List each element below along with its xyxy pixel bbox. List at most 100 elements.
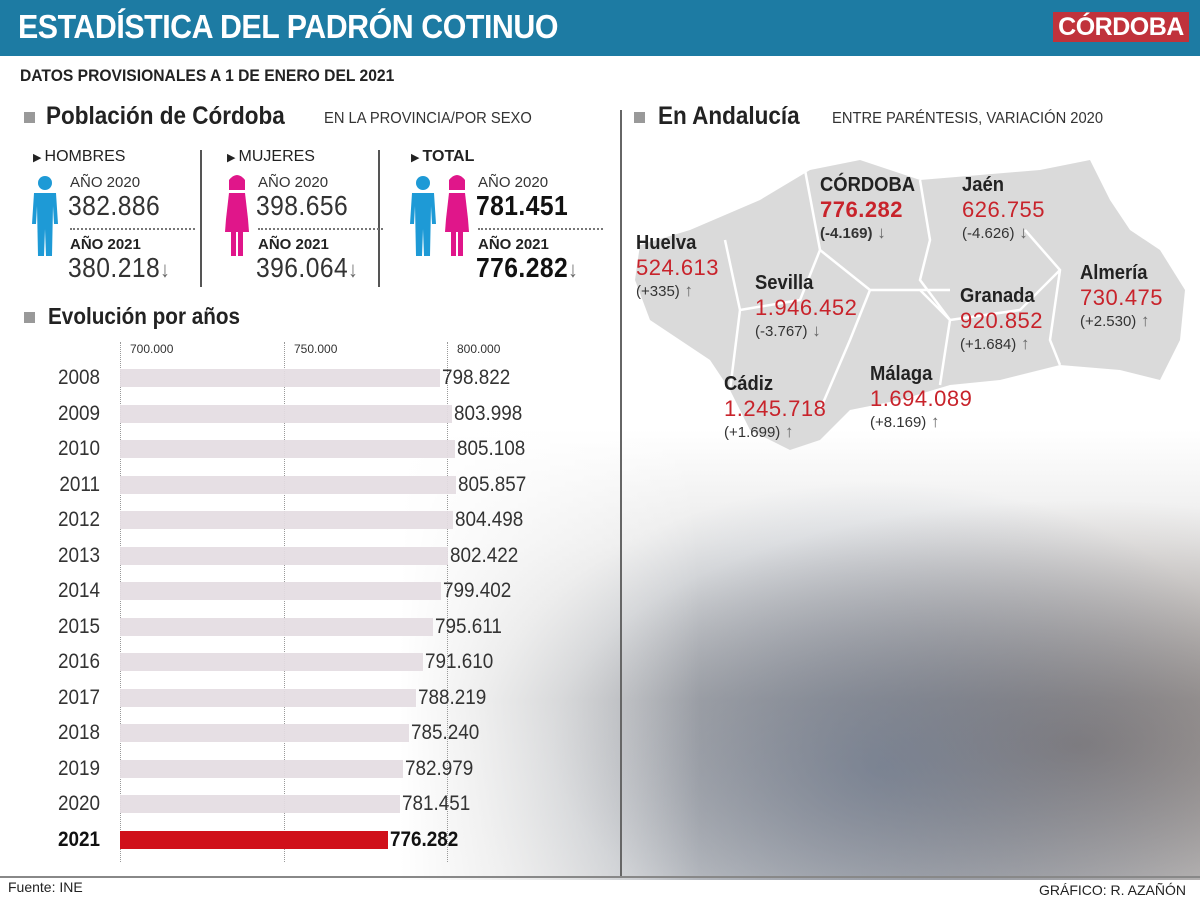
map-region (635, 160, 1185, 450)
province-name: Granada (960, 285, 1035, 307)
tick-label: 750.000 (294, 342, 338, 356)
bar-2009 (120, 404, 452, 423)
province-population: 1.245.718 (724, 396, 827, 421)
arrow-down-icon: ↓ (1014, 223, 1028, 242)
bar-2011 (120, 475, 457, 494)
group-label-text: MUJERES (238, 148, 315, 165)
section-title-poblacion: Población de Córdoba (46, 102, 285, 130)
figure-icon-mujeres (222, 174, 252, 261)
province-variation: (-4.626) (962, 225, 1015, 242)
value-label: 785.240 (410, 721, 479, 744)
credit: GRÁFICO: R. AZAÑÓN (1038, 882, 1186, 898)
province-population: 920.852 (960, 308, 1044, 333)
group-label-text: TOTAL (422, 148, 475, 165)
value-2021-text: 396.064 (256, 252, 349, 283)
dotted-separator (478, 228, 603, 230)
value-2021-text: 380.218 (68, 252, 161, 283)
value-label: 788.219 (417, 685, 486, 709)
divider (378, 150, 380, 287)
group-label-total: ▶ TOTAL (411, 148, 474, 166)
bar-2015 (120, 617, 433, 636)
province-córdoba: CÓRDOBA 776.282 (-4.169) ↓ (820, 174, 923, 243)
arrow-down-icon: ↓ (348, 257, 359, 282)
gridline (284, 342, 285, 862)
province-variation: (+8.169) (870, 414, 927, 431)
province-granada: Granada 920.852 (+1.684) ↑ (960, 285, 1043, 354)
bar-2020 (120, 795, 400, 813)
province-population: 730.475 (1080, 285, 1164, 310)
province-population: 1.694.089 (870, 386, 973, 411)
gridline (120, 342, 121, 862)
province-huelva: Huelva 524.613 (+335) ↑ (636, 232, 719, 301)
section-title-andalucia: En Andalucía (658, 102, 800, 130)
province-name: Huelva (636, 232, 697, 254)
year-label: 2018 (57, 721, 100, 744)
group-label-mujeres: ▶ MUJERES (227, 148, 315, 166)
province-variation: (-4.169) (820, 225, 873, 242)
triangle-icon: ▶ (33, 152, 45, 164)
dotted-separator (258, 228, 383, 230)
bar-2017 (120, 688, 416, 707)
group-label-hombres: ▶ HOMBRES (33, 148, 125, 166)
value-label: 803.998 (453, 401, 523, 425)
province-cádiz: Cádiz 1.245.718 (+1.699) ↑ (724, 373, 826, 442)
arrow-down-icon: ↓ (160, 257, 171, 282)
year-label: 2015 (57, 614, 100, 638)
bar-2012 (120, 511, 454, 529)
province-name: Almería (1080, 262, 1148, 284)
section-note-andalucia: ENTRE PARÉNTESIS, VARIACIÓN 2020 (832, 110, 1104, 127)
year-2020-label: AÑO 2020 (258, 174, 329, 191)
subtitle: DATOS PROVISIONALES A 1 DE ENERO DEL 202… (20, 66, 395, 85)
value-label: 791.610 (425, 650, 494, 673)
year-label: 2013 (57, 543, 100, 567)
province-jaén: Jaén 626.755 (-4.626) ↓ (962, 174, 1045, 243)
arrow-up-icon: ↑ (780, 422, 794, 441)
figure-icon-hombres (30, 174, 60, 261)
province-population: 776.282 (820, 197, 904, 222)
year-label: 2010 (57, 437, 100, 460)
province-name: Cádiz (724, 373, 774, 395)
tick-label: 700.000 (130, 342, 174, 356)
province-population: 626.755 (962, 197, 1046, 222)
gridline (447, 342, 448, 862)
province-name: Jaén (962, 174, 1004, 196)
figure-icon-total (408, 174, 472, 261)
year-label: 2011 (59, 472, 100, 496)
man-icon (32, 176, 58, 256)
dotted-separator (70, 228, 195, 230)
woman-icon (445, 175, 469, 256)
header-bar (0, 0, 1200, 58)
triangle-icon: ▶ (227, 152, 239, 164)
value-label: 776.282 (390, 827, 459, 851)
column-divider (620, 110, 622, 876)
bar-2013 (120, 546, 449, 565)
value-2021: 776.282↓ (476, 252, 578, 284)
bar-2010 (120, 440, 455, 458)
photo-fade (400, 430, 700, 880)
arrow-up-icon: ↑ (679, 281, 694, 300)
page-title: ESTADÍSTICA DEL PADRÓN COTINUO (18, 8, 559, 45)
section-title-evolucion: Evolución por años (48, 303, 241, 329)
bar-2019 (120, 759, 404, 778)
province-sevilla: Sevilla 1.946.452 (-3.767) ↓ (755, 272, 857, 341)
arrow-down-icon: ↓ (568, 257, 579, 282)
province-name: Sevilla (755, 272, 814, 294)
section-marker (24, 112, 35, 123)
year-label: 2021 (57, 827, 100, 851)
year-label: 2008 (57, 366, 100, 389)
section-marker (24, 312, 35, 323)
province-population: 524.613 (636, 255, 720, 280)
province-variation: (+1.684) (960, 336, 1017, 353)
bar-2016 (120, 653, 424, 671)
province-almería: Almería 730.475 (+2.530) ↑ (1080, 262, 1163, 331)
section-marker (634, 112, 645, 123)
arrow-down-icon: ↓ (872, 223, 886, 242)
value-2020: 781.451 (476, 190, 569, 221)
man-icon (410, 176, 436, 256)
value-label: 799.402 (443, 579, 512, 602)
value-label: 781.451 (401, 792, 471, 815)
year-label: 2009 (57, 401, 100, 425)
section-note-poblacion: EN LA PROVINCIA/POR SEXO (324, 110, 532, 127)
year-label: 2012 (57, 508, 100, 531)
value-label: 805.108 (456, 437, 525, 460)
